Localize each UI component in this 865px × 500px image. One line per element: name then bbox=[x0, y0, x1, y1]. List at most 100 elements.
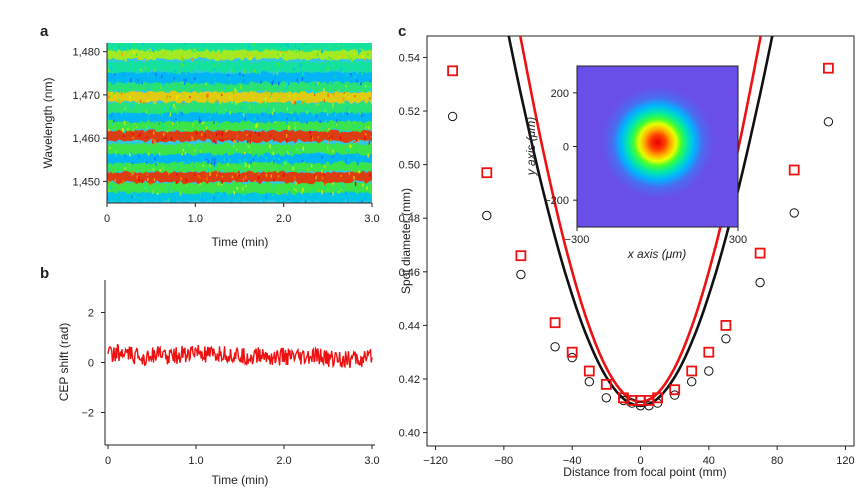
band-texture bbox=[324, 170, 327, 173]
band-texture bbox=[170, 188, 173, 192]
panel-letter-c: c bbox=[398, 23, 406, 40]
band-texture bbox=[286, 117, 288, 120]
band-texture bbox=[111, 68, 113, 71]
band-texture bbox=[357, 139, 360, 142]
band-texture bbox=[253, 139, 256, 142]
band-texture bbox=[152, 168, 155, 171]
band-texture bbox=[146, 126, 148, 131]
panel-a-xtick-label: 1.0 bbox=[188, 213, 203, 225]
panel-c-ytick-label: 0.44 bbox=[399, 320, 420, 332]
band-texture bbox=[317, 136, 319, 139]
inset-beam-profile: −300 300 200 0 −200 x axis (μm) y axis (μm) bbox=[524, 65, 747, 261]
band-texture bbox=[343, 92, 346, 95]
band-texture bbox=[290, 156, 293, 160]
band-texture bbox=[182, 149, 185, 152]
band-texture bbox=[323, 48, 325, 51]
band-texture bbox=[360, 160, 362, 163]
band-texture bbox=[334, 187, 336, 192]
panel-b-ticks: 0 1.0 2.0 3.0 2 0 −2 bbox=[81, 308, 379, 468]
band-texture bbox=[316, 151, 319, 154]
band-texture bbox=[225, 177, 228, 180]
band-texture bbox=[352, 161, 355, 165]
band-texture bbox=[324, 126, 327, 129]
band-texture bbox=[332, 71, 334, 76]
band-texture bbox=[154, 157, 156, 161]
band-texture bbox=[345, 84, 347, 87]
band-texture bbox=[150, 55, 152, 59]
band-texture bbox=[171, 122, 174, 125]
band-texture bbox=[256, 125, 258, 128]
band-texture bbox=[357, 50, 360, 54]
band-texture bbox=[199, 90, 202, 93]
band-texture bbox=[249, 120, 251, 123]
band-texture bbox=[341, 183, 344, 187]
band-texture bbox=[236, 148, 238, 151]
band-texture bbox=[307, 53, 310, 56]
band-texture bbox=[107, 180, 109, 183]
band-texture bbox=[275, 147, 277, 151]
band-texture bbox=[147, 93, 150, 96]
band-texture bbox=[215, 54, 218, 57]
band-texture bbox=[133, 97, 136, 100]
band-texture bbox=[108, 124, 111, 128]
band-texture bbox=[224, 72, 226, 75]
band-texture bbox=[181, 43, 183, 44]
band-texture bbox=[315, 103, 317, 107]
band-texture bbox=[293, 112, 296, 115]
band-texture bbox=[258, 148, 260, 151]
band-texture bbox=[115, 50, 117, 53]
band-texture bbox=[107, 164, 109, 168]
band-texture bbox=[198, 193, 200, 197]
band-texture bbox=[316, 62, 318, 66]
band-texture bbox=[249, 191, 251, 194]
band-texture bbox=[228, 185, 230, 188]
band-texture bbox=[226, 129, 228, 132]
band-texture bbox=[292, 166, 294, 171]
band-texture bbox=[202, 165, 204, 167]
band-texture bbox=[160, 85, 162, 90]
band-texture bbox=[240, 63, 242, 66]
band-texture bbox=[325, 97, 327, 102]
band-texture bbox=[156, 192, 159, 195]
band-texture bbox=[287, 152, 289, 155]
band-texture bbox=[113, 73, 116, 76]
band-texture bbox=[191, 132, 193, 135]
band-texture bbox=[244, 151, 246, 155]
band-texture bbox=[339, 129, 341, 133]
band-texture bbox=[132, 171, 134, 175]
red-square-point bbox=[583, 365, 595, 377]
red-square-point bbox=[515, 250, 527, 262]
band-texture bbox=[313, 90, 315, 95]
band-texture bbox=[158, 152, 161, 156]
band-texture bbox=[352, 186, 354, 191]
band-texture bbox=[254, 180, 256, 182]
band-texture bbox=[249, 149, 251, 154]
band-texture bbox=[360, 103, 362, 107]
band-texture bbox=[351, 145, 353, 148]
band-texture bbox=[198, 115, 201, 120]
band-texture bbox=[153, 131, 155, 135]
band-texture bbox=[367, 131, 370, 135]
band-texture bbox=[290, 151, 292, 155]
band-texture bbox=[150, 120, 152, 125]
band-texture bbox=[287, 44, 289, 48]
band-texture bbox=[340, 124, 342, 127]
band-texture bbox=[326, 129, 328, 133]
band-texture bbox=[153, 75, 156, 80]
band-texture bbox=[114, 93, 116, 97]
band-texture bbox=[239, 112, 241, 116]
band-texture bbox=[138, 101, 140, 104]
band-texture bbox=[177, 94, 179, 98]
inset-ytick-label: 0 bbox=[563, 142, 569, 154]
panel-b-xtick-label: 1.0 bbox=[188, 455, 203, 467]
band-texture bbox=[330, 201, 332, 203]
band-texture bbox=[306, 110, 309, 113]
band-texture bbox=[167, 197, 170, 202]
band-texture bbox=[186, 90, 188, 93]
panel-c-xtick-label: 40 bbox=[703, 455, 715, 467]
band-texture bbox=[215, 165, 218, 167]
band-texture bbox=[193, 50, 196, 53]
band-texture bbox=[330, 138, 332, 141]
band-texture bbox=[349, 144, 351, 148]
